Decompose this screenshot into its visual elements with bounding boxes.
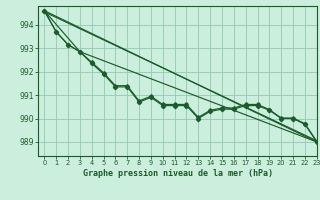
- X-axis label: Graphe pression niveau de la mer (hPa): Graphe pression niveau de la mer (hPa): [83, 169, 273, 178]
